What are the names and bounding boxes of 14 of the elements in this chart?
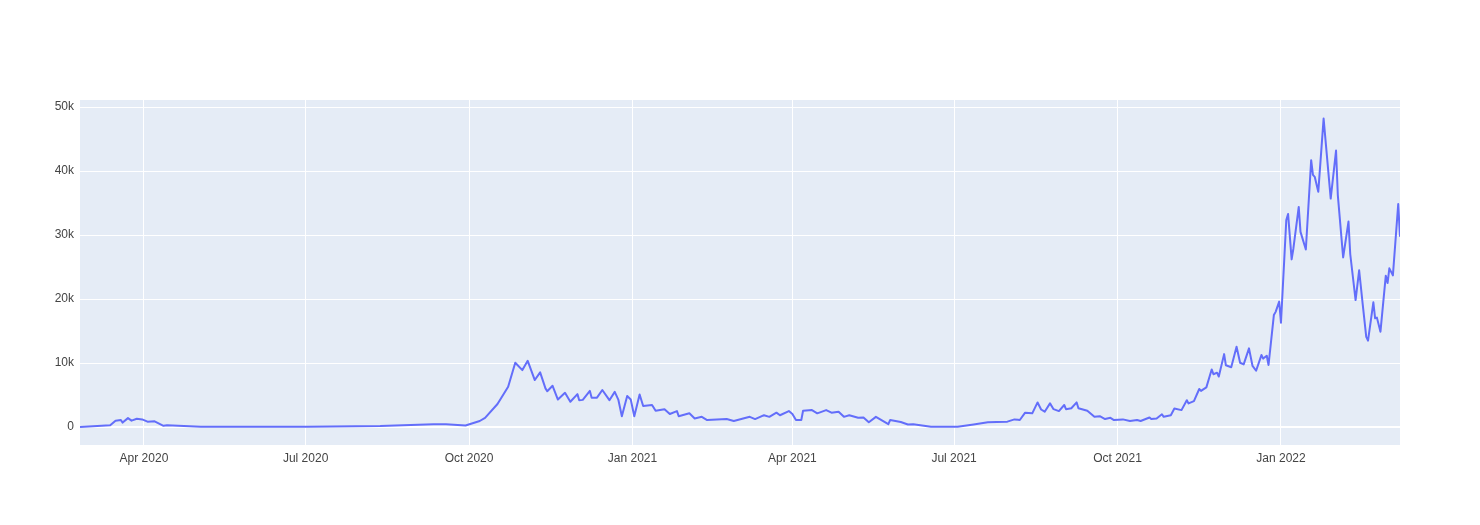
x-tick-label: Oct 2020 bbox=[444, 450, 494, 465]
y-tick-label: 30k bbox=[54, 227, 75, 242]
x-tick-label: Jan 2021 bbox=[607, 450, 658, 465]
x-tick-label: Jan 2022 bbox=[1256, 450, 1306, 465]
x-tick-label: Jul 2021 bbox=[931, 450, 978, 465]
y-tick-label: 50k bbox=[54, 99, 75, 114]
y-tick-label: 10k bbox=[54, 355, 75, 370]
y-tick-label: 40k bbox=[54, 163, 75, 178]
y-tick-label: 0 bbox=[67, 419, 75, 434]
x-tick-label: Apr 2020 bbox=[119, 450, 169, 465]
x-tick-label: Oct 2021 bbox=[1093, 450, 1143, 465]
x-tick-label: Apr 2021 bbox=[768, 450, 818, 465]
y-tick-label: 20k bbox=[54, 291, 75, 306]
x-tick-label: Jul 2020 bbox=[282, 450, 329, 465]
